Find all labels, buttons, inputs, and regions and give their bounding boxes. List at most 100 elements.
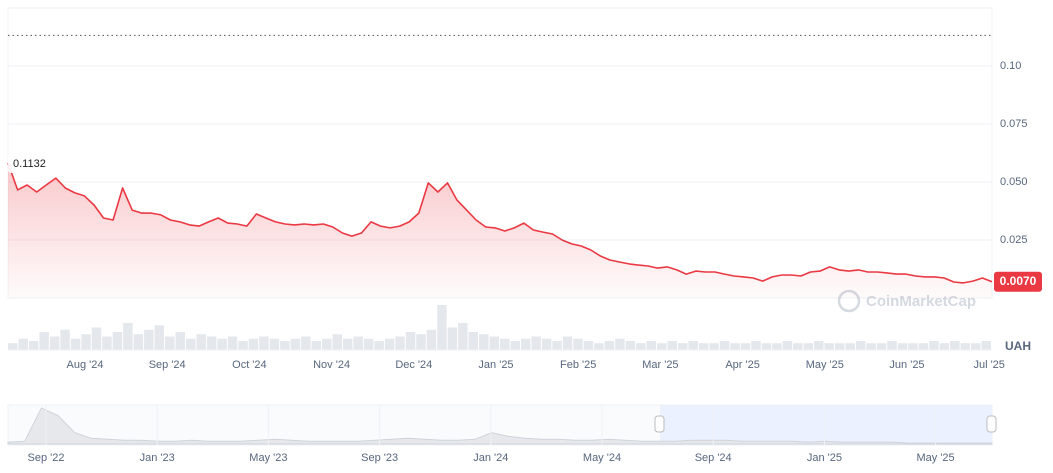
volume-bar — [322, 338, 332, 350]
volume-bar — [248, 338, 259, 350]
navigator-handle[interactable] — [986, 415, 997, 433]
volume-bar — [531, 336, 541, 350]
volume-bar — [374, 341, 384, 350]
navigator-label: May '24 — [583, 452, 621, 464]
volume-bar — [227, 336, 238, 350]
y-tick-label: 0.10 — [1000, 60, 1021, 72]
volume-bar — [751, 341, 761, 350]
volume-bar — [91, 327, 102, 350]
volume-bar — [939, 343, 950, 350]
volume-bar — [604, 341, 615, 350]
volume-bar — [698, 343, 709, 350]
x-tick-label: Jun '25 — [889, 359, 924, 371]
navigator-label: Sep '23 — [361, 452, 398, 464]
volume-bar — [144, 329, 154, 350]
volume-bar — [112, 332, 123, 350]
volume-bar — [887, 341, 897, 350]
volume-bar — [677, 343, 688, 350]
volume-bar — [834, 343, 845, 350]
volume-bar — [165, 336, 175, 350]
volume-bar — [814, 341, 824, 350]
volume-bar — [520, 338, 531, 350]
volume-bar — [908, 343, 918, 350]
volume-bar — [395, 336, 405, 350]
volume-bar — [479, 334, 489, 350]
navigator-selection[interactable] — [660, 405, 992, 445]
navigator-label: Jan '23 — [140, 452, 175, 464]
navigator-handle[interactable] — [654, 415, 665, 433]
volume-bar — [562, 336, 573, 350]
volume-bar — [426, 329, 437, 350]
volume-bar — [353, 336, 363, 350]
x-tick-label: Sep '24 — [149, 359, 186, 371]
volume-bar — [290, 338, 301, 350]
x-tick-label: Nov '24 — [313, 359, 350, 371]
volume-bar — [489, 336, 499, 350]
volume-bar — [196, 334, 206, 350]
area — [8, 163, 992, 298]
volume-bar — [405, 332, 416, 350]
volume-bar — [363, 338, 374, 350]
volume-bar — [238, 341, 248, 350]
volume-bar — [855, 341, 866, 350]
volume-bar — [573, 338, 583, 350]
x-tick-label: Feb '25 — [560, 359, 596, 371]
volume-bar — [458, 323, 468, 350]
volume-bar — [217, 338, 227, 350]
volume-bar — [259, 336, 269, 350]
y-tick-label: 0.050 — [1000, 176, 1028, 188]
volume-bar — [280, 341, 290, 350]
volume-bar — [123, 323, 133, 350]
x-tick-label: May '25 — [806, 359, 844, 371]
volume-bar — [332, 334, 342, 350]
x-tick-label: Jan '25 — [478, 359, 513, 371]
volume-bar — [8, 343, 18, 350]
volume-bar — [740, 343, 751, 350]
volume-bar — [175, 332, 185, 350]
volume-bar — [772, 343, 782, 350]
volume-bar — [657, 343, 667, 350]
current-label: 0.0070 — [1000, 274, 1037, 288]
volume-bar — [761, 343, 772, 350]
volume-bar — [594, 343, 604, 350]
navigator-label: Sep '22 — [28, 452, 65, 464]
volume-bar — [447, 327, 458, 350]
volume-bar — [39, 332, 49, 350]
volume-bar — [636, 343, 646, 350]
navigator-label: Sep '24 — [695, 452, 732, 464]
volume-bar — [845, 343, 855, 350]
volume-bar — [342, 338, 353, 350]
volume-bar — [81, 334, 91, 350]
volume-bar — [866, 343, 876, 350]
x-tick-label: Aug '24 — [67, 359, 104, 371]
volume-bar — [688, 341, 698, 350]
volume-bar — [206, 336, 217, 350]
volume-bar — [49, 336, 60, 350]
volume-bar — [960, 343, 971, 350]
volume-bar — [950, 341, 960, 350]
volume-bar — [719, 341, 730, 350]
x-tick-label: Apr '25 — [725, 359, 760, 371]
navigator-label: May '23 — [249, 452, 287, 464]
volume-bar — [876, 343, 887, 350]
navigator-label: May '25 — [917, 452, 955, 464]
volume-bar — [971, 343, 981, 350]
max-label: 0.1132 — [13, 158, 46, 170]
volume-bar — [28, 341, 39, 350]
volume-bar — [60, 329, 70, 350]
volume-bar — [301, 336, 311, 350]
volume-bar — [824, 343, 834, 350]
navigator-area — [7, 407, 993, 445]
volume-bar — [615, 338, 625, 350]
volume-bar — [918, 343, 929, 350]
volume-bar — [646, 341, 657, 350]
volume-bar — [897, 343, 908, 350]
navigator-label: Jan '25 — [807, 452, 842, 464]
volume-bar — [730, 343, 740, 350]
volume-bar — [583, 341, 594, 350]
volume-bar — [154, 325, 165, 350]
volume-bar — [782, 341, 793, 350]
y-tick-label: 0.025 — [1000, 234, 1028, 246]
volume-bar — [70, 338, 81, 350]
volume-bar — [803, 343, 814, 350]
